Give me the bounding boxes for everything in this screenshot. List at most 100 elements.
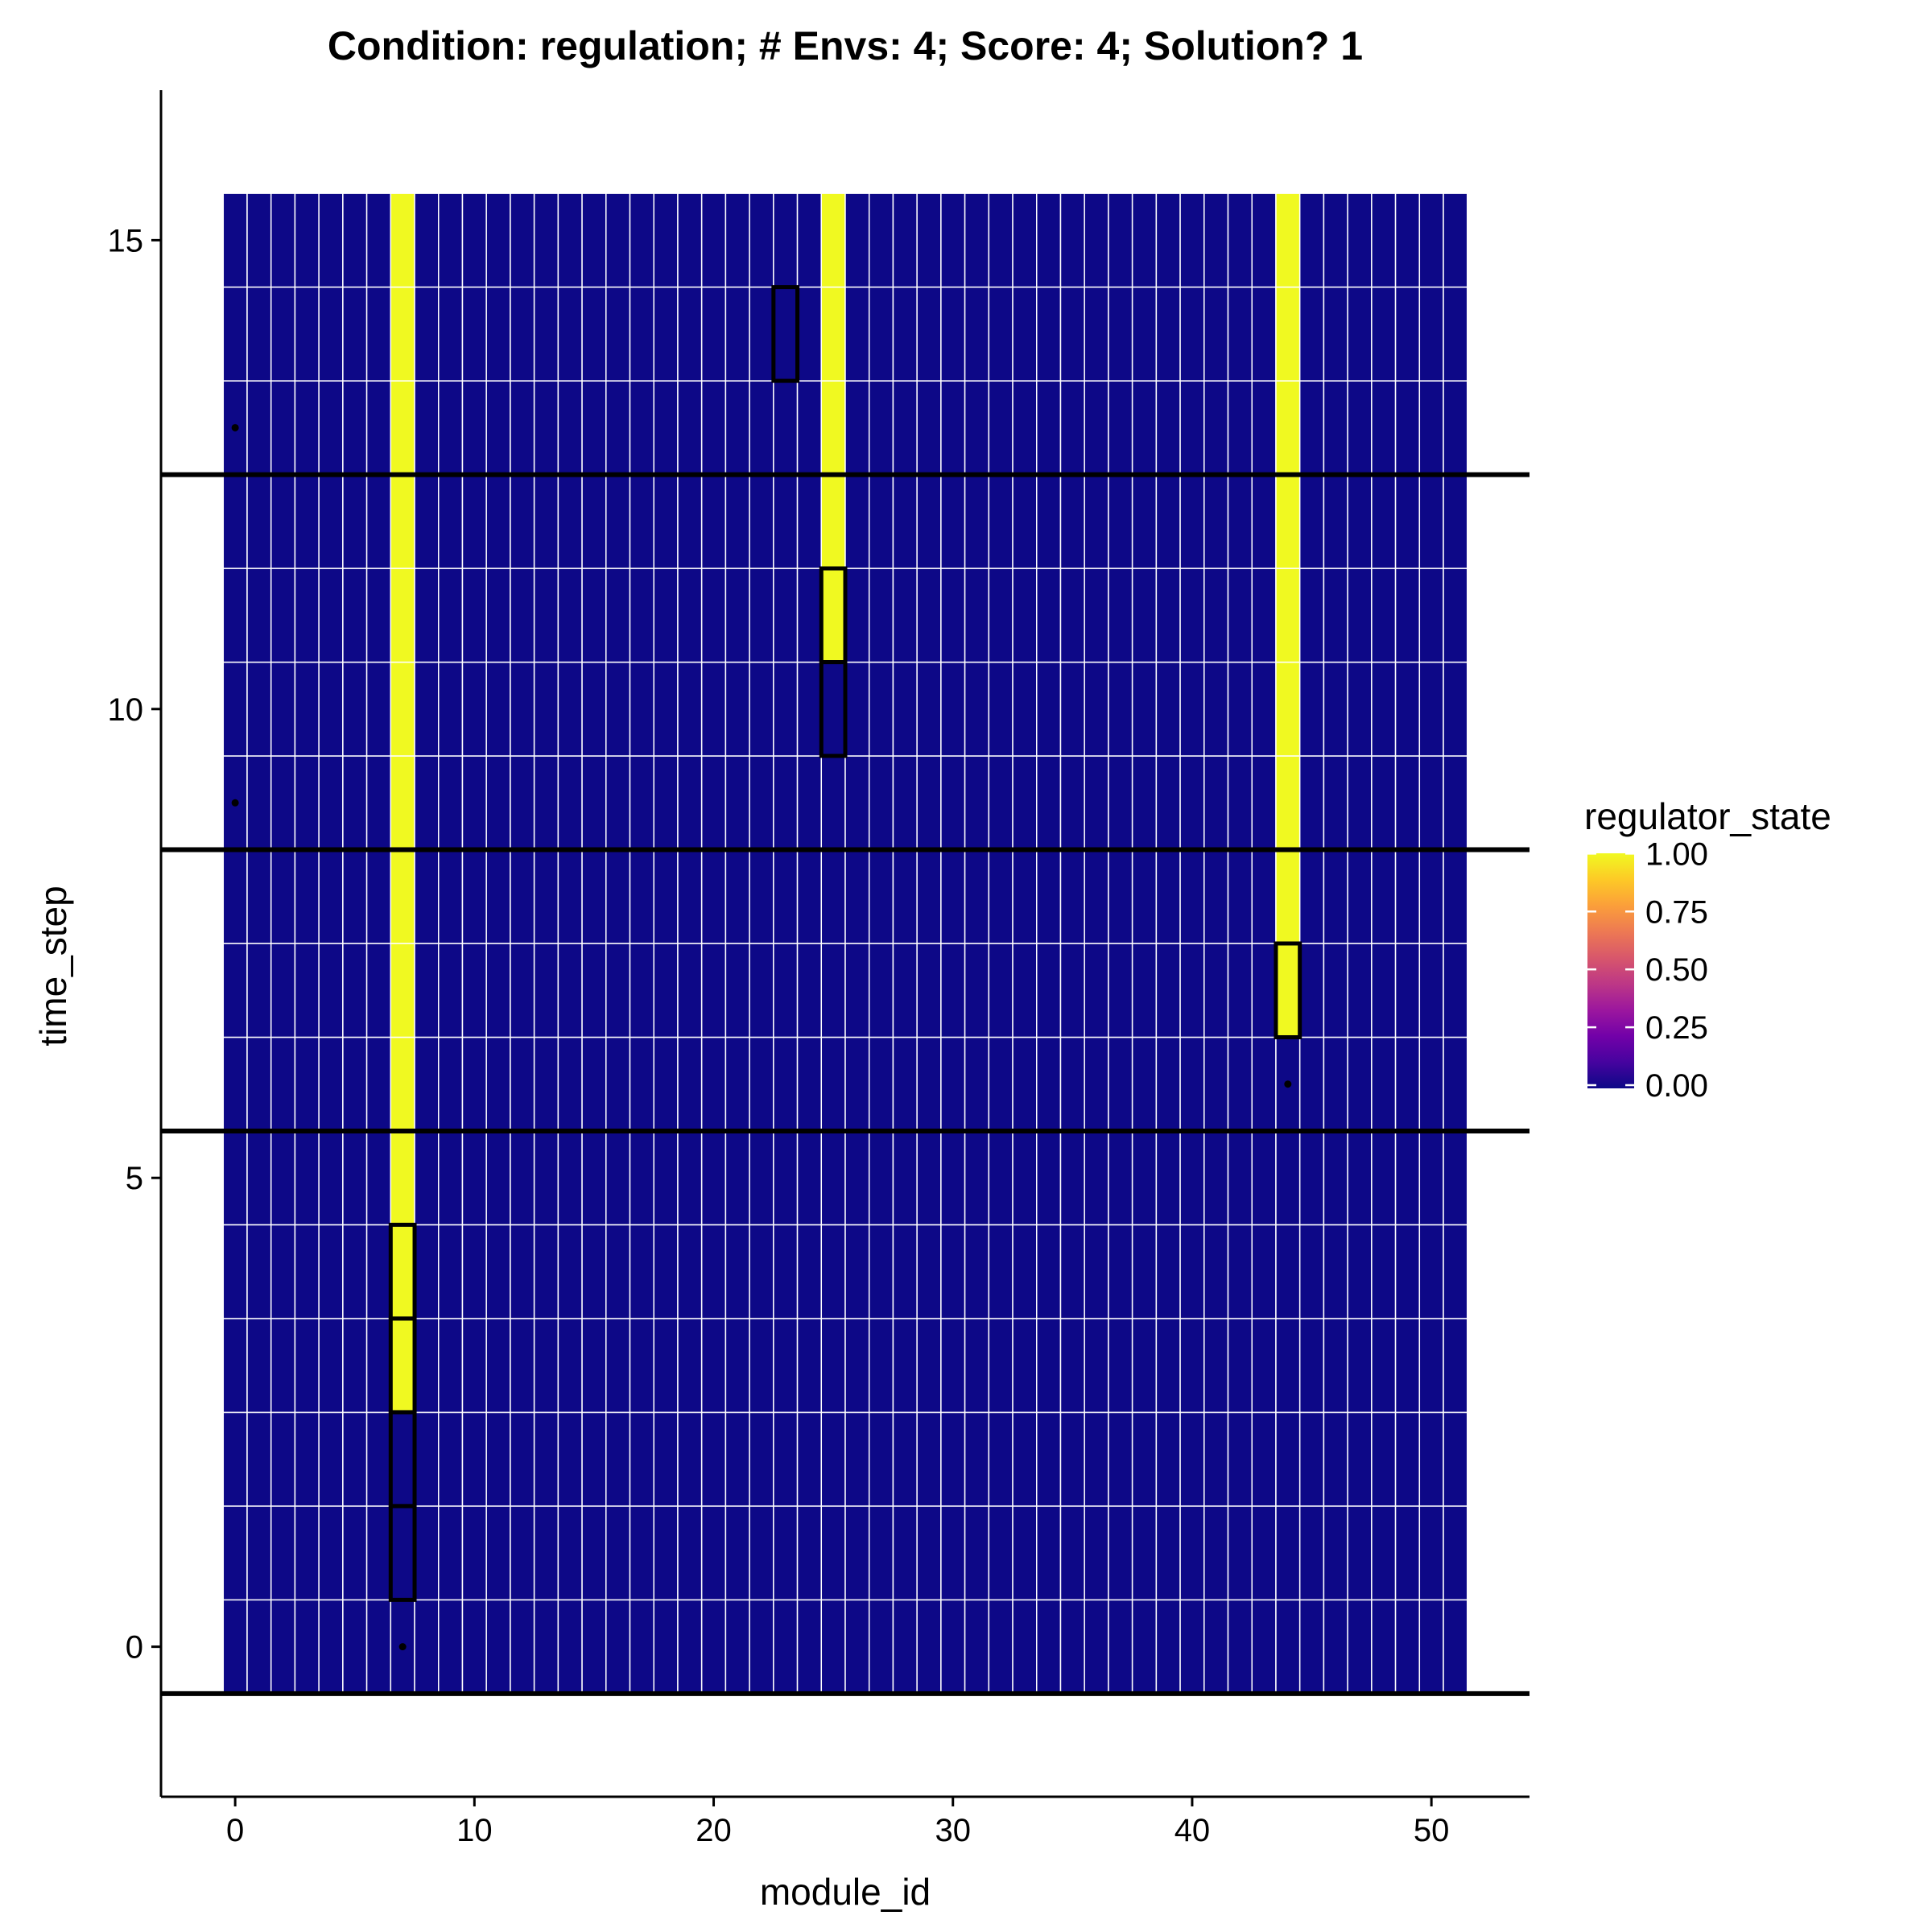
heatmap-cell xyxy=(438,755,464,851)
heatmap-cell xyxy=(653,192,679,288)
heatmap-cell xyxy=(1155,1224,1181,1319)
heatmap-cell xyxy=(390,192,415,288)
heatmap-cell xyxy=(1443,568,1468,663)
heatmap-cell xyxy=(1036,661,1062,757)
point-marker xyxy=(398,1643,407,1651)
heatmap-cell xyxy=(1084,380,1109,476)
heatmap-cell xyxy=(557,380,583,476)
heatmap-cell xyxy=(796,568,823,663)
heatmap-cell xyxy=(581,943,607,1038)
heatmap-cell xyxy=(940,661,966,757)
heatmap-cell xyxy=(700,1411,727,1507)
heatmap-cell xyxy=(461,661,487,757)
heatmap-cell xyxy=(677,568,703,663)
heatmap-cell xyxy=(461,1224,487,1319)
point-markers xyxy=(231,423,1292,1651)
heatmap-cell xyxy=(916,1411,942,1507)
heatmap-cell xyxy=(1012,192,1038,288)
heatmap-cell xyxy=(1347,380,1373,476)
heatmap-cell xyxy=(1059,1130,1085,1226)
heatmap-cell xyxy=(533,661,559,757)
heatmap-cell xyxy=(270,192,296,288)
heatmap-cell xyxy=(677,1130,703,1226)
heatmap-cell xyxy=(390,1505,415,1601)
x-tick-label: 50 xyxy=(1414,1813,1450,1848)
heatmap-cell xyxy=(749,1224,774,1319)
heatmap-cell xyxy=(1394,1505,1421,1601)
heatmap-cell xyxy=(773,1130,799,1226)
heatmap-cell xyxy=(796,1411,823,1507)
heatmap-cell xyxy=(365,661,392,757)
heatmap-cell xyxy=(653,1224,679,1319)
heatmap-cell xyxy=(485,380,511,476)
heatmap-cell xyxy=(581,380,607,476)
heatmap-cell xyxy=(1203,943,1229,1038)
legend-label: 0.00 xyxy=(1645,1068,1708,1104)
heatmap-cell xyxy=(1131,568,1158,663)
heatmap-cell xyxy=(1084,1036,1109,1132)
heatmap-cell xyxy=(1084,1130,1109,1226)
heatmap-cell xyxy=(294,661,320,757)
heatmap-cell xyxy=(1155,661,1181,757)
heatmap-cell xyxy=(964,1505,990,1601)
heatmap-cell xyxy=(1227,286,1253,382)
heatmap-cell xyxy=(1251,661,1277,757)
heatmap-cell xyxy=(964,380,990,476)
heatmap-cell xyxy=(964,1036,990,1132)
heatmap-cell xyxy=(1036,1505,1062,1601)
heatmap-cell xyxy=(390,1130,415,1226)
heatmap-cell xyxy=(892,473,918,569)
heatmap-cell xyxy=(724,286,750,382)
heatmap-cell xyxy=(365,1411,392,1507)
heatmap-cell xyxy=(964,848,990,944)
heatmap-cell xyxy=(1251,1224,1277,1319)
heatmap-cell xyxy=(1298,1224,1325,1319)
heatmap-cell xyxy=(1203,848,1229,944)
heatmap-cell xyxy=(1084,848,1109,944)
heatmap-cell xyxy=(1418,1599,1444,1695)
heatmap-cell xyxy=(868,1411,894,1507)
heatmap-cell xyxy=(1179,1036,1205,1132)
heatmap-cell xyxy=(1394,848,1421,944)
heatmap-cell xyxy=(485,1224,511,1319)
heatmap-cell xyxy=(724,661,750,757)
heatmap-cell xyxy=(1371,1318,1397,1414)
heatmap-cell xyxy=(246,943,272,1038)
heatmap-cell xyxy=(294,286,320,382)
heatmap-cell xyxy=(892,192,918,288)
heatmap-cell xyxy=(485,848,511,944)
heatmap-cell xyxy=(438,1224,464,1319)
heatmap-cell xyxy=(318,1599,344,1695)
heatmap-cell xyxy=(510,943,535,1038)
heatmap-cell xyxy=(1394,661,1421,757)
heatmap-cell xyxy=(1203,1224,1229,1319)
heatmap-cell xyxy=(246,380,272,476)
x-tick-label: 40 xyxy=(1174,1813,1211,1848)
heatmap-cell xyxy=(342,1224,368,1319)
heatmap-cell xyxy=(318,1318,344,1414)
heatmap-cell xyxy=(844,848,870,944)
heatmap-cell xyxy=(557,473,583,569)
heatmap-cell xyxy=(390,1318,415,1414)
heatmap-cell xyxy=(438,286,464,382)
heatmap-cell xyxy=(653,848,679,944)
heatmap-cell xyxy=(1323,192,1348,288)
heatmap-cell xyxy=(1108,568,1133,663)
heatmap-cell xyxy=(1131,1411,1158,1507)
heatmap-cell xyxy=(1155,192,1181,288)
heatmap-cell xyxy=(1298,568,1325,663)
heatmap-cell xyxy=(270,661,296,757)
heatmap-cell xyxy=(342,568,368,663)
heatmap-cell xyxy=(844,1318,870,1414)
heatmap-cell xyxy=(868,661,894,757)
heatmap-cell xyxy=(1131,661,1158,757)
heatmap-cell xyxy=(294,192,320,288)
heatmap-cell xyxy=(1012,848,1038,944)
heatmap-cell xyxy=(510,286,535,382)
heatmap-cell xyxy=(365,1599,392,1695)
heatmap-cell xyxy=(1227,661,1253,757)
heatmap-cell xyxy=(653,286,679,382)
heatmap-cell xyxy=(677,286,703,382)
heatmap-cell xyxy=(270,1505,296,1601)
heatmap-cell xyxy=(1036,192,1062,288)
